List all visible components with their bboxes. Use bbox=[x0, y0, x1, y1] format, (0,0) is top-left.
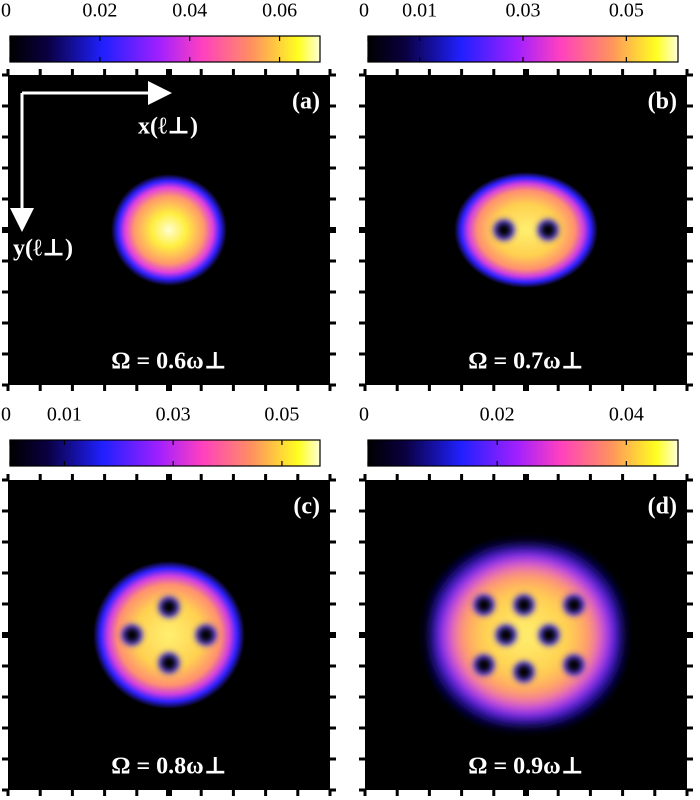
colorbar bbox=[9, 35, 321, 63]
colorbar bbox=[367, 439, 679, 467]
colorbar-tick-label: 0.05 bbox=[609, 0, 644, 22]
colorbar-tick-label: 0 bbox=[1, 404, 11, 426]
vortex bbox=[162, 656, 176, 670]
vortex bbox=[517, 665, 531, 679]
vortex bbox=[567, 598, 581, 612]
vortex bbox=[199, 628, 213, 642]
colorbar-tick-label: 0 bbox=[1, 0, 11, 22]
colorbar-tick-label: 0.04 bbox=[172, 0, 207, 22]
vortex bbox=[517, 598, 531, 612]
omega-label: Ω = 0.7ω⊥ bbox=[468, 349, 583, 375]
colorbar-tick-label: 0.03 bbox=[156, 404, 191, 426]
vortex bbox=[477, 658, 491, 672]
vortex bbox=[162, 600, 176, 614]
panel: 0 0.02 0.04 (d) Ω = 0.9ω⊥ bbox=[359, 404, 693, 796]
condensate bbox=[454, 172, 598, 288]
panel: 0 0.02 0.04 0.06 (a) Ω = 0.6ω⊥ x(ℓ⊥) y(ℓ⊥) bbox=[1, 0, 336, 391]
omega-label: Ω = 0.8ω⊥ bbox=[111, 754, 226, 780]
colorbar-tick-label: 0.02 bbox=[480, 404, 515, 426]
omega-label: Ω = 0.9ω⊥ bbox=[468, 754, 583, 780]
colorbar-tick-label: 0.04 bbox=[609, 404, 644, 426]
panel-label: (d) bbox=[648, 494, 677, 520]
colorbar-tick-label: 0 bbox=[359, 0, 369, 22]
condensate bbox=[111, 174, 227, 286]
panel: 0 0.01 0.03 0.05 (b) Ω = 0.7ω⊥ bbox=[359, 0, 693, 391]
panel: 0 0.01 0.03 0.05 (c) Ω = 0.8ω⊥ bbox=[1, 404, 336, 796]
vortex bbox=[499, 628, 513, 642]
y-axis-label: y(ℓ⊥) bbox=[13, 236, 73, 262]
omega-label: Ω = 0.6ω⊥ bbox=[111, 349, 226, 375]
vortex bbox=[477, 598, 491, 612]
colorbar-tick-label: 0.02 bbox=[82, 0, 117, 22]
colorbar-tick-label: 0.01 bbox=[47, 404, 82, 426]
vortex bbox=[497, 223, 511, 237]
condensate bbox=[93, 561, 245, 709]
vortex bbox=[567, 658, 581, 672]
panel-label: (b) bbox=[648, 89, 677, 115]
x-axis-label: x(ℓ⊥) bbox=[138, 114, 198, 140]
colorbar-tick-label: 0.05 bbox=[264, 404, 299, 426]
vortex bbox=[541, 223, 555, 237]
colorbar bbox=[9, 439, 321, 467]
condensate bbox=[428, 543, 624, 727]
colorbar-tick-label: 0.06 bbox=[262, 0, 297, 22]
colorbar-tick-label: 0 bbox=[359, 404, 369, 426]
panel-label: (c) bbox=[293, 494, 320, 520]
colorbar-tick-label: 0.03 bbox=[506, 0, 541, 22]
colorbar-tick-label: 0.01 bbox=[402, 0, 437, 22]
vortex bbox=[542, 628, 556, 642]
panel-label: (a) bbox=[292, 89, 320, 115]
vortex bbox=[125, 628, 139, 642]
